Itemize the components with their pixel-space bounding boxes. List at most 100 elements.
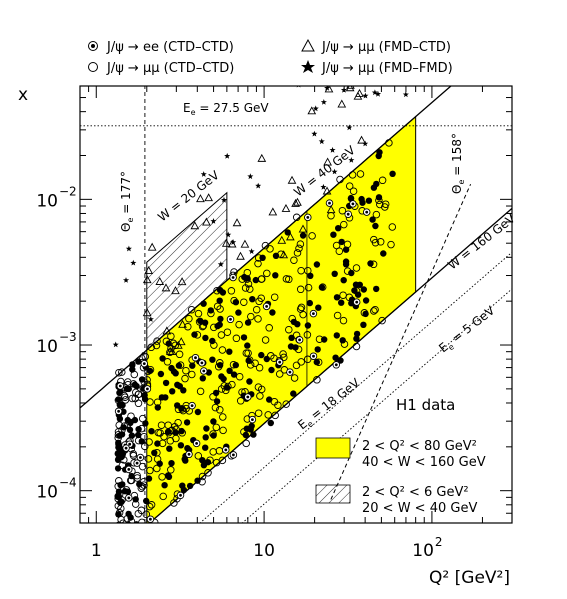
point-filled [148, 428, 155, 435]
point-triangle [236, 251, 245, 260]
point-open-circle [270, 293, 279, 301]
point-filled [207, 307, 214, 314]
point-open-circle [184, 322, 192, 331]
point-filled [360, 321, 367, 328]
point-star [221, 196, 228, 203]
point-star [421, 77, 427, 83]
point-dotted-core [118, 384, 122, 388]
point-open-circle [381, 203, 389, 211]
point-star [371, 89, 378, 96]
point-triangle [298, 224, 308, 233]
point-open-circle [370, 307, 378, 315]
point-filled [335, 225, 342, 232]
y-tick-label-1e-4-base: 10 [36, 483, 58, 503]
point-filled [165, 340, 172, 347]
point-open-circle [242, 439, 250, 448]
point-open-circle [141, 442, 149, 451]
point-open-circle [188, 370, 196, 379]
h1-data-label: H1 data [396, 396, 455, 414]
point-star [375, 90, 382, 97]
point-open-circle [118, 368, 126, 376]
point-filled [123, 385, 130, 393]
point-triangle [277, 235, 287, 244]
point-dotted-core [128, 442, 132, 446]
point-triangle [322, 186, 332, 195]
point-filled [307, 272, 314, 279]
point-filled [243, 425, 250, 432]
point-triangle [357, 135, 366, 144]
point-filled [117, 526, 123, 532]
point-open-circle [339, 316, 348, 325]
point-filled [183, 419, 191, 426]
point-dotted-core [334, 363, 338, 367]
point-open-circle [292, 213, 301, 222]
point-filled [203, 425, 210, 432]
point-filled [242, 431, 249, 439]
point-filled [162, 394, 169, 401]
point-dotted-core [149, 517, 152, 521]
point-star [255, 182, 262, 189]
point-open-circle [257, 385, 266, 394]
point-open-circle [227, 287, 236, 295]
point-star [247, 173, 254, 180]
point-open-circle [185, 314, 193, 323]
point-open-circle [378, 316, 386, 325]
point-filled [210, 432, 217, 439]
legend-item-ee: J/ψ → ee (CTD–CTD) [88, 40, 234, 55]
point-filled [164, 472, 172, 479]
point-filled [220, 375, 227, 383]
point-filled [331, 270, 338, 277]
point-filled [179, 482, 186, 489]
point-dotted-core [229, 317, 232, 321]
point-open-circle [348, 171, 357, 179]
point-triangle [176, 337, 186, 346]
point-open-circle [242, 349, 251, 357]
point-triangle [268, 207, 278, 216]
legend-box-main-line2: 40 < W < 160 GeV [362, 455, 486, 470]
point-open-circle [212, 423, 221, 432]
point-open-circle [255, 363, 264, 372]
y-tick-label-1e-4: 10 −4 [36, 476, 76, 503]
point-filled [290, 390, 297, 397]
point-triangle [144, 266, 154, 275]
legend-item-ctd-ctd: J/ψ → μμ (CTD–CTD) [88, 61, 234, 76]
point-filled [115, 493, 122, 500]
annotation-theta-177: Θe = 177° [119, 171, 135, 232]
point-filled [333, 294, 341, 301]
point-open-circle [274, 401, 282, 409]
point-open-circle [387, 240, 395, 249]
point-open-circle [187, 305, 196, 314]
point-triangle [307, 106, 317, 115]
point-triangle [196, 194, 205, 203]
point-filled [200, 300, 207, 307]
point-filled [145, 475, 153, 482]
point-open-circle [266, 245, 274, 253]
point-filled [213, 398, 221, 405]
point-dotted-ring [116, 541, 123, 548]
point-filled [248, 422, 255, 430]
point-filled [268, 366, 275, 374]
point-open-circle [340, 220, 348, 229]
point-filled [131, 416, 139, 424]
x-tick-label-100: 10 2 [412, 535, 442, 561]
point-triangle [293, 197, 302, 206]
point-filled [339, 337, 346, 344]
point-filled [353, 335, 360, 342]
point-star [362, 92, 369, 99]
point-filled [244, 342, 251, 349]
point-star [364, 32, 370, 38]
point-filled [119, 542, 125, 548]
point-filled [154, 440, 161, 447]
point-dotted-core [346, 212, 350, 216]
point-open-circle [378, 176, 387, 185]
point-open-circle [252, 305, 261, 314]
point-filled [197, 317, 204, 324]
x-tick-label-10: 10 [253, 541, 275, 561]
point-filled [202, 334, 209, 342]
point-dotted-core [200, 361, 204, 365]
point-open-circle [356, 170, 365, 178]
point-open-circle [127, 412, 135, 420]
point-filled [129, 366, 136, 373]
legend-box-hatched-line1: 2 < Q² < 6 GeV² [362, 485, 469, 500]
